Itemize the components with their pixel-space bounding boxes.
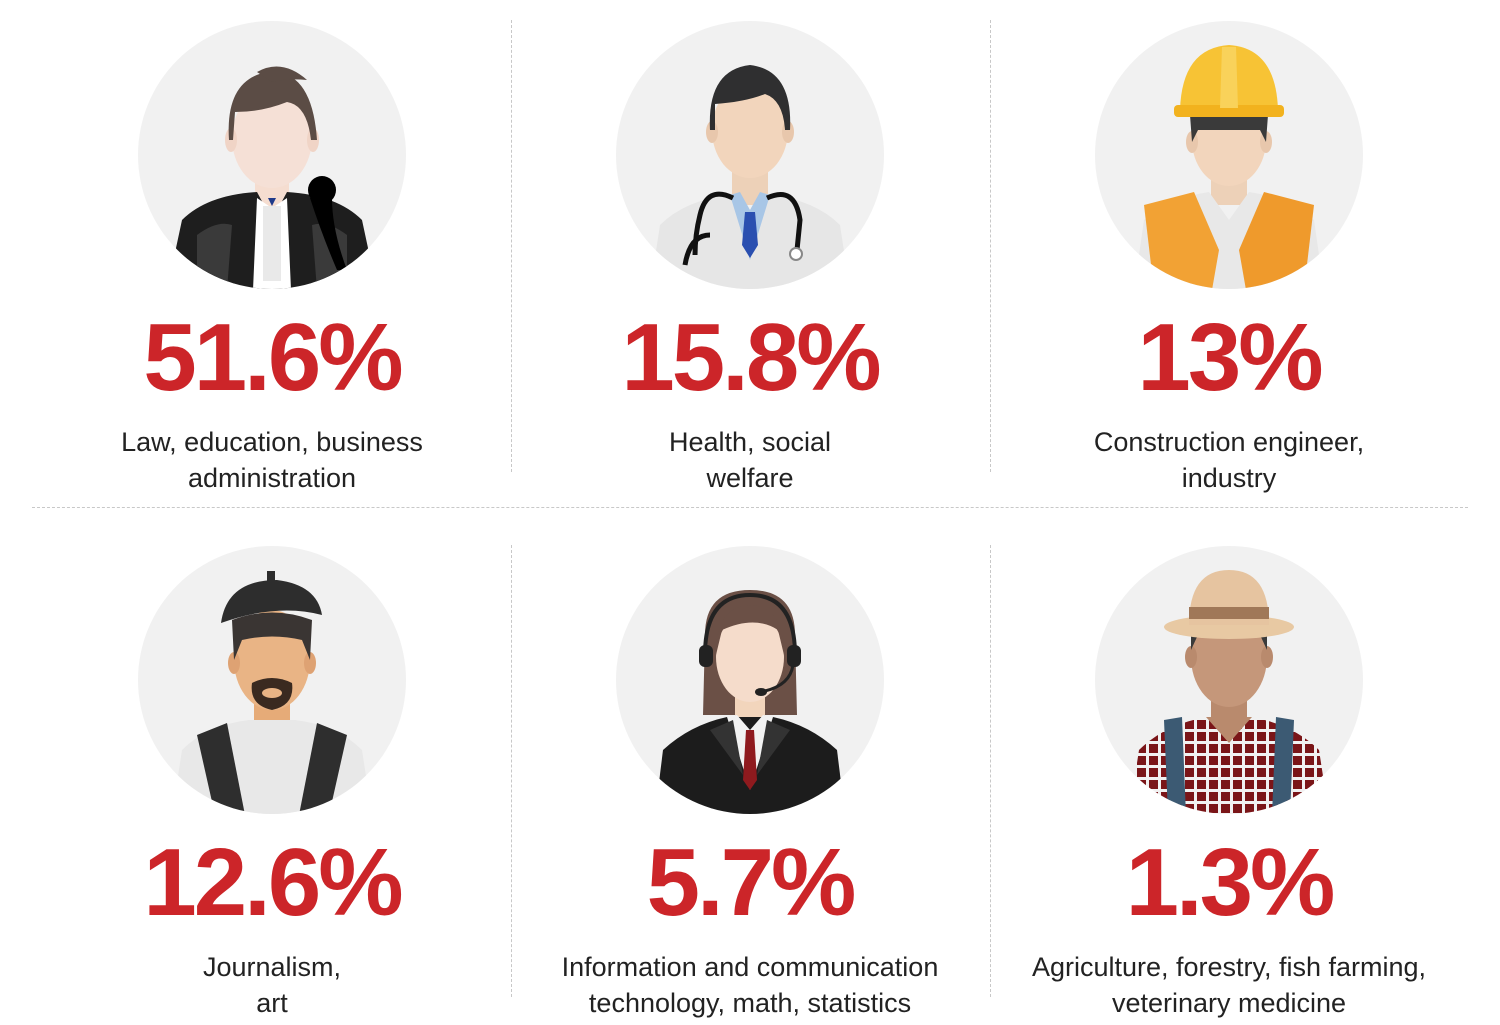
category-label-line: technology, math, statistics	[588, 988, 912, 1018]
category-label-line: Information and communication	[561, 952, 939, 982]
call-center-agent-icon	[615, 545, 885, 815]
category-label-line: Construction engineer,	[1093, 427, 1365, 457]
category-label: Information and communication technology…	[515, 949, 985, 1021]
category-label-line: welfare	[706, 463, 794, 493]
percentage-value: 15.8%	[621, 304, 881, 411]
category-label-line: Law, education, business	[121, 427, 423, 457]
farmer-icon	[1094, 545, 1364, 815]
percentage-value: 1.3%	[1125, 829, 1336, 936]
category-label: Construction engineer, industry	[994, 424, 1464, 496]
category-label-line: art	[256, 988, 288, 1018]
artist-icon	[137, 545, 407, 815]
column-divider	[511, 545, 512, 997]
category-label: Agriculture, forestry, fish farming, vet…	[994, 949, 1464, 1021]
row-divider	[32, 507, 1468, 508]
category-label: Journalism, art	[37, 949, 507, 1021]
category-label-line: veterinary medicine	[1111, 988, 1347, 1018]
percentage-value: 5.7%	[646, 829, 857, 936]
category-label-line: Agriculture, forestry, fish farming,	[1031, 952, 1427, 982]
percentage-value: 51.6%	[143, 304, 403, 411]
category-label-line: administration	[187, 463, 357, 493]
category-label: Law, education, business administration	[37, 424, 507, 496]
column-divider	[990, 545, 991, 997]
doctor-icon	[615, 20, 885, 290]
category-label: Health, social welfare	[515, 424, 985, 496]
percentage-value: 12.6%	[143, 829, 403, 936]
category-label-line: industry	[1181, 463, 1277, 493]
judge-icon	[137, 20, 407, 290]
category-label-line: Health, social	[668, 427, 832, 457]
column-divider	[990, 20, 991, 472]
category-label-line: Journalism,	[202, 952, 342, 982]
column-divider	[511, 20, 512, 472]
construction-worker-icon	[1094, 20, 1364, 290]
percentage-value: 13%	[1137, 304, 1323, 411]
